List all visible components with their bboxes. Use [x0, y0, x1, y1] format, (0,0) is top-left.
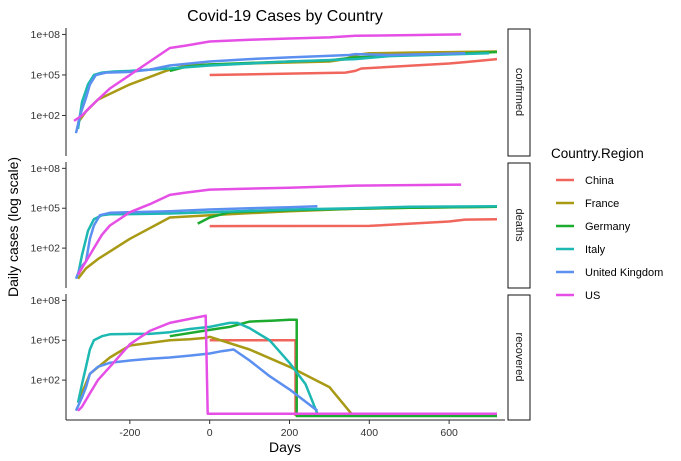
y-tick-label-deaths-1: 1e+05 [31, 203, 61, 215]
y-axis-title: Daily cases (log scale) [5, 157, 21, 297]
series-line-recovered-germany [169, 318, 497, 418]
y-tick-label-deaths-2: 1e+08 [31, 163, 61, 175]
series-group-deaths [74, 183, 498, 280]
x-tick-label-1: 0 [207, 427, 213, 439]
series-line-recovered-us [77, 314, 497, 415]
legend-item-italy: Italy [556, 244, 606, 256]
y-tick-label-confirmed-1: 1e+05 [31, 69, 61, 81]
x-axis: -200 0 200 400 600 [66, 419, 505, 439]
y-tick-label-confirmed-2: 1e+08 [31, 29, 61, 41]
x-tick-label-0: -200 [119, 427, 140, 439]
series-line-deaths-italy [76, 205, 498, 275]
y-tick-label-recovered-0: 1e+02 [31, 375, 61, 387]
strip-label-confirmed: confirmed [513, 68, 525, 116]
x-tick-label-4: 600 [440, 427, 458, 439]
strip-recovered [507, 294, 531, 421]
series-line-confirmed-us [73, 33, 462, 122]
legend-item-germany: Germany [556, 221, 631, 233]
series-line-deaths-us [76, 183, 462, 276]
series-line-confirmed-china [209, 57, 498, 77]
y-tick-label-recovered-2: 1e+08 [31, 295, 61, 307]
y-tick-label-recovered-1: 1e+05 [31, 335, 61, 347]
legend-label-italy: Italy [585, 244, 606, 256]
legend-label-united-kingdom: United Kingdom [585, 267, 663, 279]
legend-title: Country.Region [551, 146, 644, 161]
legend-label-france: France [585, 198, 619, 210]
legend-label-us: US [585, 290, 600, 302]
legend-label-china: China [585, 175, 615, 187]
panel-confirmed: 1e+02 1e+05 1e+08 confirmed [31, 28, 531, 157]
chart-title: Covid-19 Cases by Country [187, 8, 383, 25]
x-tick-label-3: 400 [361, 427, 379, 439]
series-line-recovered-france [76, 335, 497, 415]
y-tick-label-confirmed-0: 1e+02 [31, 110, 61, 122]
facet-panels: 1e+02 1e+05 1e+08 confirmed 1e+02 1e+05 1e+08 d… [31, 28, 531, 421]
strip-confirmed [507, 28, 531, 157]
legend-item-us: US [556, 290, 600, 302]
series-line-recovered-united-kingdom [74, 348, 319, 412]
x-tick-label-2: 200 [281, 427, 299, 439]
series-group-recovered [74, 314, 497, 418]
strip-label-recovered: recovered [513, 333, 525, 382]
strip-label-deaths: deaths [513, 208, 525, 242]
series-line-recovered-italy [76, 321, 319, 415]
legend: Country.Region China France Germany Italy Uni… [551, 146, 663, 302]
legend-item-china: China [556, 175, 615, 187]
strip-deaths [507, 162, 531, 289]
legend-item-united-kingdom: United Kingdom [556, 267, 663, 279]
series-line-confirmed-united-kingdom [74, 52, 466, 134]
y-tick-label-deaths-0: 1e+02 [31, 243, 61, 255]
series-line-deaths-france [77, 205, 498, 280]
series-line-deaths-china [209, 217, 498, 228]
legend-label-germany: Germany [585, 221, 631, 233]
series-group-confirmed [73, 33, 498, 134]
x-axis-title: Days [269, 439, 301, 455]
panel-deaths: 1e+02 1e+05 1e+08 deaths [31, 162, 531, 289]
legend-item-france: France [556, 198, 619, 210]
panel-recovered: 1e+02 1e+05 1e+08 recovered [31, 294, 531, 421]
